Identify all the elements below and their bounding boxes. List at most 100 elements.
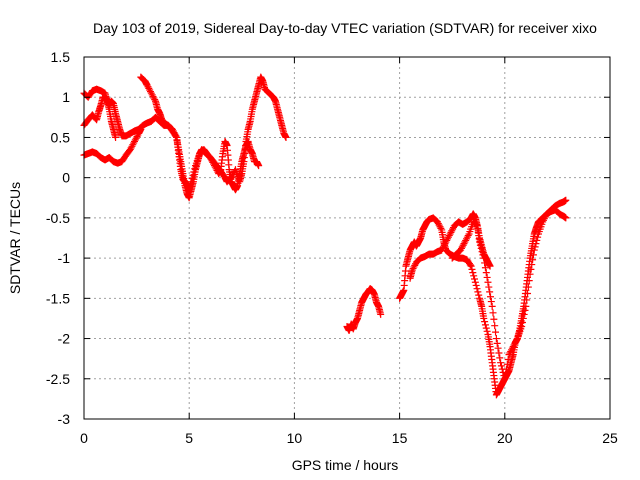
data-point: [228, 172, 236, 180]
data-point: [533, 236, 541, 244]
data-point: [518, 322, 526, 330]
y-tick-label: -1.5: [46, 290, 70, 306]
data-point: [513, 336, 521, 344]
data-point: [520, 310, 528, 318]
data-point: [462, 236, 470, 244]
data-point: [469, 269, 477, 277]
data-point: [481, 318, 489, 326]
data-point: [377, 310, 385, 318]
y-tick-label: -2.5: [46, 371, 70, 387]
x-tick-label: 15: [392, 430, 408, 446]
data-point: [444, 233, 452, 241]
data-point: [409, 265, 417, 273]
data-point: [282, 133, 290, 141]
y-tick-label: -3: [58, 411, 71, 427]
data-point: [440, 241, 448, 249]
data-point: [411, 261, 419, 269]
data-point: [457, 246, 465, 254]
data-point: [439, 244, 447, 252]
y-tick-label: -2: [58, 331, 71, 347]
data-point: [487, 298, 495, 306]
data-point: [528, 261, 536, 269]
data-point: [461, 238, 469, 246]
series-7: [448, 196, 570, 383]
data-point: [474, 288, 482, 296]
data-point: [457, 244, 465, 252]
x-tick-label: 5: [185, 430, 193, 446]
data-point: [150, 94, 158, 102]
data-point: [562, 214, 570, 222]
data-point: [524, 283, 532, 291]
data-point: [191, 165, 199, 173]
data-point: [439, 243, 447, 251]
data-point: [146, 88, 154, 96]
data-point: [435, 221, 443, 229]
data-point: [479, 251, 487, 259]
data-point: [189, 171, 197, 179]
data-point: [526, 270, 534, 278]
data-point: [172, 132, 180, 140]
data-point: [227, 174, 235, 182]
data-point: [147, 89, 155, 97]
data-point: [190, 168, 198, 176]
data-point: [458, 243, 466, 251]
data-point: [532, 240, 540, 248]
data-point: [492, 335, 500, 343]
data-point: [497, 359, 505, 367]
data-point: [531, 243, 539, 251]
data-point: [483, 327, 491, 335]
data-point: [504, 355, 512, 363]
data-point: [540, 215, 548, 223]
data-point: [148, 91, 156, 99]
y-tick-label: 1: [62, 89, 70, 105]
data-point: [508, 344, 516, 352]
data-point: [489, 309, 497, 317]
data-point: [441, 240, 449, 248]
data-point: [477, 244, 485, 252]
axis-ticks: 0 5 10 15 20 25 1.5 1 0.5 0 -0.5 -1 -1.5 -2 -2.5 -3: [46, 49, 618, 446]
data-point: [112, 133, 120, 141]
data-point: [484, 278, 492, 286]
data-point: [448, 227, 456, 235]
x-axis-label: GPS time / hours: [292, 457, 399, 473]
data-point: [509, 343, 517, 351]
data-point: [132, 134, 140, 142]
x-tick-label: 20: [497, 430, 513, 446]
data-point: [519, 314, 527, 322]
data-point: [505, 351, 513, 359]
data-point: [480, 254, 488, 262]
data-point: [524, 290, 532, 298]
data-point: [467, 262, 475, 270]
data-point: [447, 228, 455, 236]
data-point: [481, 259, 489, 267]
data-point: [490, 315, 498, 323]
x-tick-label: 25: [602, 430, 618, 446]
series-2: [80, 125, 145, 167]
series-4: [343, 285, 385, 335]
data-point: [478, 248, 486, 256]
data-point: [149, 92, 157, 100]
data-point: [471, 275, 479, 283]
plot-frame: [83, 56, 611, 420]
data-point: [527, 265, 535, 273]
data-point: [459, 241, 467, 249]
data-point: [460, 240, 468, 248]
data-point: [492, 328, 500, 336]
data-point: [508, 346, 516, 354]
data-point: [502, 365, 510, 373]
data-point: [468, 265, 476, 273]
data-point: [130, 139, 138, 147]
data-point: [523, 296, 531, 304]
data-point: [188, 174, 196, 182]
data-point: [510, 341, 518, 349]
y-tick-label: -0.5: [46, 210, 70, 226]
data-point: [408, 266, 416, 274]
data-point: [410, 263, 418, 271]
data-point: [482, 269, 490, 277]
data-point: [480, 314, 488, 322]
data-point: [442, 238, 450, 246]
data-point: [463, 235, 471, 243]
data-point: [433, 218, 441, 226]
data-point: [129, 141, 137, 149]
data-point: [128, 142, 136, 150]
